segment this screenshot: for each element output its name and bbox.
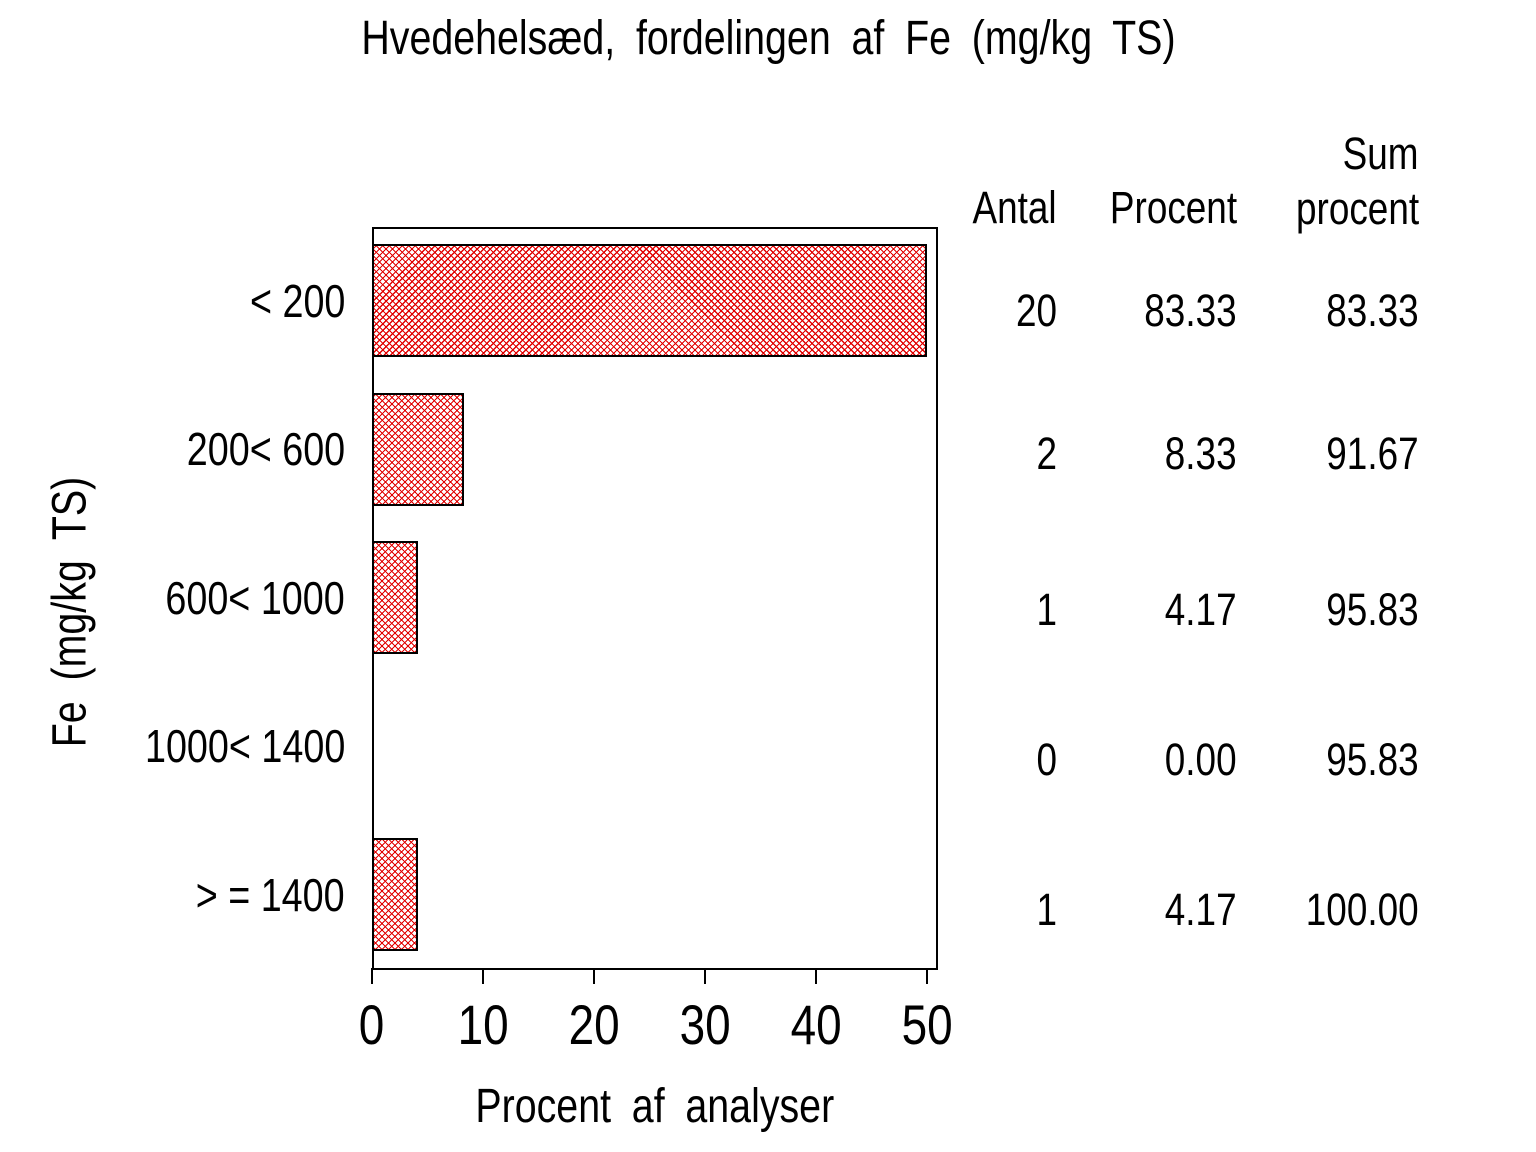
table-cell: 8.33 — [1149, 430, 1237, 478]
x-tick-label: 30 — [625, 996, 785, 1054]
x-tick — [593, 968, 595, 984]
x-tick — [815, 968, 817, 984]
table-cell-text: 4.17 — [1165, 884, 1237, 935]
x-tick-label: 40 — [736, 996, 896, 1054]
table-cell: 91.67 — [1306, 430, 1419, 478]
category-label-text: < 200 — [249, 275, 345, 327]
table-cell-text: 20 — [1015, 285, 1057, 336]
x-tick-label: 10 — [403, 996, 563, 1054]
chart-title: Hvedehelsæd, fordelingen af Fe (mg/kg TS… — [0, 12, 1536, 66]
table-cell: 83.33 — [1124, 287, 1237, 335]
table-cell-text: 91.67 — [1326, 428, 1419, 479]
x-tick-label-text: 20 — [568, 993, 620, 1056]
chart-title-text: Hvedehelsæd, fordelingen af Fe (mg/kg TS… — [360, 12, 1176, 65]
x-tick — [926, 968, 928, 984]
x-tick-label: 20 — [514, 996, 674, 1054]
y-axis-title-text: Fe (mg/kg TS) — [43, 476, 97, 748]
x-axis-title: Procent af analyser — [372, 1080, 938, 1134]
table-cell: 1 — [1032, 886, 1057, 934]
x-tick-label-text: 30 — [679, 993, 731, 1056]
category-label-text: 200< 600 — [186, 423, 345, 475]
table-cell: 2 — [1032, 430, 1057, 478]
category-label-text: 600< 1000 — [165, 572, 345, 624]
x-tick-label-text: 0 — [359, 993, 385, 1056]
table-cell: 0 — [1032, 736, 1057, 784]
category-label: 600< 1000 — [126, 573, 345, 623]
x-tick — [704, 968, 706, 984]
table-cell: 1 — [1032, 586, 1057, 634]
table-cell-text: 8.33 — [1165, 428, 1237, 479]
table-cell-text: 4.17 — [1165, 584, 1237, 635]
table-cell: 4.17 — [1149, 886, 1237, 934]
category-label: < 200 — [229, 276, 345, 326]
table-cell-text: 1 — [1036, 884, 1057, 935]
x-axis-title-text: Procent af analyser — [475, 1080, 835, 1133]
x-tick-label: 0 — [292, 996, 452, 1054]
table-header-procent: Procent — [1082, 184, 1237, 232]
category-label-text: > = 1400 — [196, 869, 345, 921]
bar — [372, 838, 418, 952]
table-cell-text: 0 — [1036, 734, 1057, 785]
table-cell-text: 100.00 — [1306, 884, 1419, 935]
category-label: 1000< 1400 — [101, 721, 345, 771]
table-cell-text: 2 — [1036, 428, 1057, 479]
table-cell-text: 1 — [1036, 584, 1057, 635]
bar — [372, 244, 927, 357]
table-cell-text: 83.33 — [1326, 285, 1419, 336]
table-cell-text: 0.00 — [1165, 734, 1237, 785]
x-tick-label-text: 10 — [457, 993, 509, 1056]
table-cell: 20 — [1007, 287, 1057, 335]
bar — [372, 541, 418, 655]
table-cell-text: 95.83 — [1326, 584, 1419, 635]
x-tick — [371, 968, 373, 984]
x-tick-label-text: 50 — [901, 993, 953, 1056]
x-tick-label: 50 — [847, 996, 1007, 1054]
category-label: > = 1400 — [163, 870, 345, 920]
category-label-text: 1000< 1400 — [144, 720, 345, 772]
y-axis-title: Fe (mg/kg TS) — [43, 447, 98, 777]
x-tick — [482, 968, 484, 984]
category-label: 200< 600 — [152, 424, 345, 474]
table-cell: 95.83 — [1306, 736, 1419, 784]
bar — [372, 392, 464, 506]
table-cell: 4.17 — [1149, 586, 1237, 634]
table-cell-text: 95.83 — [1326, 734, 1419, 785]
table-header-procent-text: Procent — [1109, 182, 1237, 233]
table-header-antal: Antal — [954, 184, 1057, 232]
table-header-sum-line2: procent — [1295, 183, 1419, 234]
table-cell: 95.83 — [1306, 586, 1419, 634]
table-header-sum-line1: Sum — [1343, 128, 1419, 179]
table-header-antal-text: Antal — [972, 182, 1057, 233]
table-cell: 83.33 — [1306, 287, 1419, 335]
table-cell: 0.00 — [1149, 736, 1237, 784]
table-cell: 100.00 — [1281, 886, 1419, 934]
table-header-sum-procent: Sum procent — [1269, 126, 1419, 236]
table-cell-text: 83.33 — [1144, 285, 1237, 336]
x-tick-label-text: 40 — [790, 993, 842, 1056]
